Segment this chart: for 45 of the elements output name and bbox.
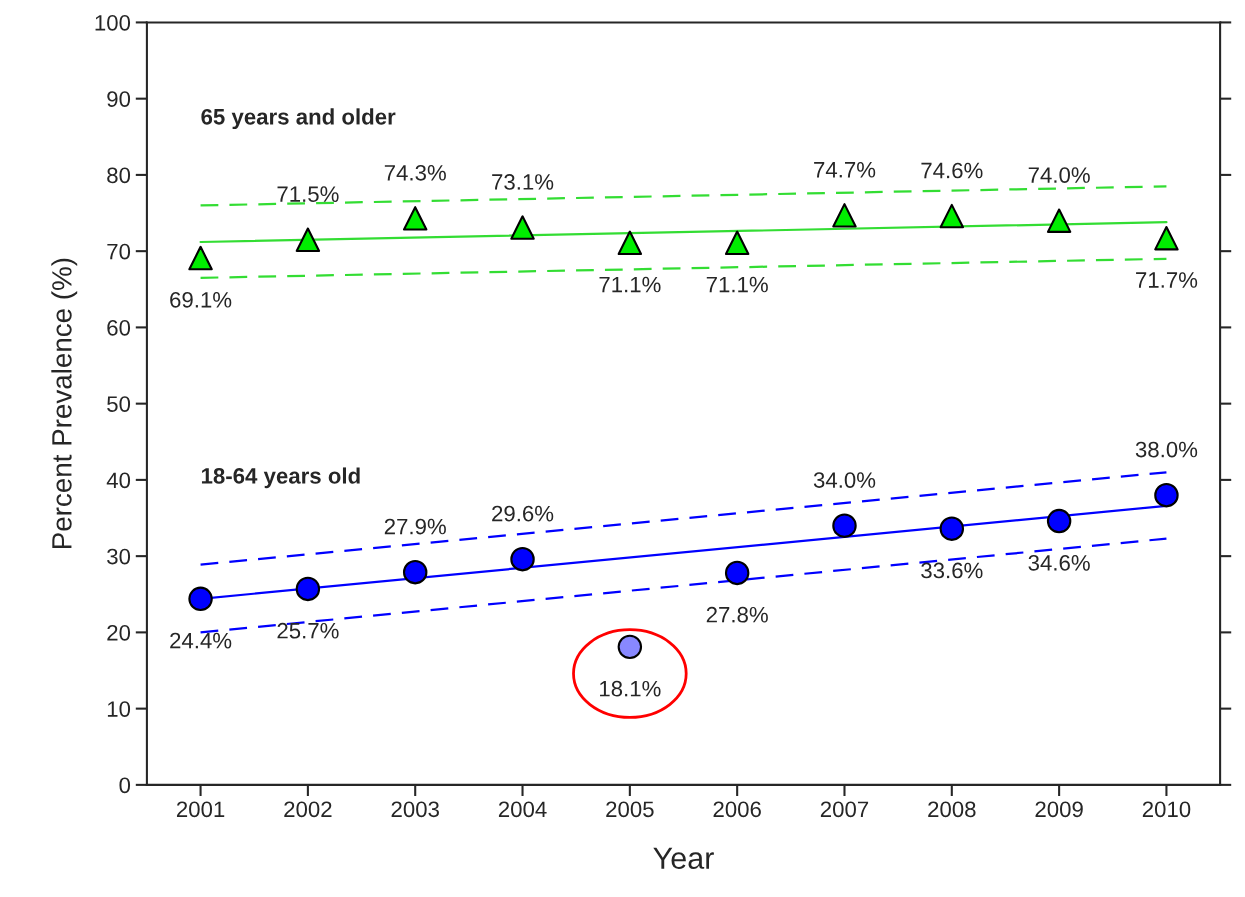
data-label: 69.1% — [170, 291, 232, 308]
x-tick-label: 2001 — [176, 801, 225, 818]
data-label: 27.8% — [706, 606, 768, 623]
x-tick-label: 2009 — [1035, 801, 1083, 818]
data-label: 74.0% — [1028, 167, 1090, 183]
data-label: 34.0% — [813, 472, 876, 488]
x-tick-label: 2004 — [498, 801, 547, 818]
y-tick-label: 50 — [107, 396, 131, 412]
annotation: 18-64 years old — [201, 467, 360, 489]
x-tick-label: 2005 — [606, 801, 654, 818]
y-tick-label: 30 — [107, 548, 131, 565]
y-tick-label: 0 — [119, 777, 131, 794]
y-axis-title: Percent Prevalence (%) — [51, 258, 78, 549]
y-tick-label: 20 — [107, 624, 131, 641]
x-tick-label: 2007 — [820, 801, 869, 818]
data-label: 71.7% — [1136, 272, 1198, 288]
y-tick-label: 10 — [107, 701, 131, 717]
y-tick-label: 60 — [107, 319, 131, 336]
data-label: 73.1% — [492, 174, 554, 190]
data-label: 18.1% — [600, 680, 661, 697]
data-label: 71.5% — [277, 186, 339, 202]
y-tick-label: 70 — [107, 243, 131, 260]
y-tick-label: 40 — [106, 472, 131, 489]
data-label: 71.1% — [599, 276, 661, 293]
data-label: 74.6% — [921, 162, 983, 179]
data-label: 34.6% — [1028, 554, 1090, 571]
data-label: 74.3% — [384, 164, 446, 181]
annotation: 65 years and older — [201, 108, 396, 130]
y-tick-label: 80 — [107, 167, 131, 184]
x-tick-label: 2010 — [1142, 801, 1191, 818]
data-label: 29.6% — [492, 505, 554, 522]
x-tick-label: 2002 — [284, 801, 332, 818]
data-label: 33.6% — [921, 562, 983, 579]
y-tick-label: 100 — [95, 14, 131, 31]
data-label: 74.7% — [814, 161, 876, 178]
x-tick-label: 2003 — [391, 801, 439, 818]
x-tick-label: 2006 — [713, 801, 761, 818]
data-label: 38.0% — [1135, 441, 1198, 458]
data-label: 71.1% — [706, 276, 768, 293]
y-tick-label: 90 — [107, 91, 131, 107]
x-axis-title: Year — [653, 847, 714, 870]
data-label: 24.4% — [170, 632, 232, 649]
x-tick-label: 2008 — [928, 801, 976, 818]
data-label: 25.7% — [277, 622, 339, 639]
data-label: 27.9% — [384, 518, 446, 535]
